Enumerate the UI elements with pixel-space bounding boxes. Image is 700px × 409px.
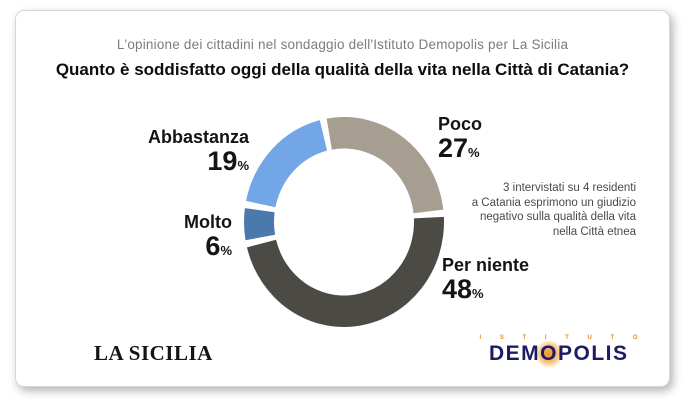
percent-sign: % [220, 243, 232, 258]
demopolis-text: DEMOPOLIS [488, 342, 629, 365]
label-poco: Poco 27% [438, 114, 482, 166]
annotation-line: 3 intervistati su 4 residenti [503, 182, 636, 194]
annotation-note: 3 intervistati su 4 residenti a Catania … [472, 181, 636, 239]
demopolis-o-glow-icon: O [540, 342, 558, 365]
annotation-line: a Catania esprimono un giudizio [471, 196, 636, 209]
donut-segment-molto [244, 208, 276, 241]
istituto-text: I S T I T U T O [479, 335, 646, 341]
percent-sign: % [468, 145, 480, 160]
label-abbastanza-value: 19% [207, 146, 249, 176]
infographic-card: L'opinione dei cittadini nel sondaggio d… [15, 10, 670, 387]
label-abbastanza: Abbastanza 19% [148, 127, 249, 179]
label-per-niente: Per niente 48% [442, 255, 529, 307]
demopolis-logo: I S T I T U T O DEMOPOLIS [472, 335, 647, 366]
survey-question-title: Quanto è soddisfatto oggi della qualità … [55, 60, 630, 79]
label-per-niente-value: 48% [442, 274, 484, 304]
annotation-line: negativo sulla qualità della vita [480, 211, 636, 223]
percent-sign: % [472, 286, 484, 301]
la-sicilia-logo: LA SICILIA [94, 341, 213, 365]
annotation-line: nella Città etnea [552, 225, 636, 238]
percent-sign: % [237, 158, 249, 173]
label-abbastanza-name: Abbastanza [147, 127, 249, 147]
label-molto-name: Molto [184, 212, 232, 232]
label-poco-name: Poco [438, 114, 483, 134]
label-poco-value: 27% [438, 133, 480, 163]
label-molto: Molto 6% [184, 212, 232, 264]
label-molto-value: 6% [205, 231, 232, 261]
survey-source-subtitle: L'opinione dei cittadini nel sondaggio d… [116, 37, 569, 52]
donut-segment-per-niente [246, 216, 444, 327]
label-per-niente-name: Per niente [442, 255, 530, 275]
donut-segment-abbastanza [246, 120, 328, 208]
donut-chart [244, 117, 444, 327]
donut-segment-poco [326, 117, 444, 214]
